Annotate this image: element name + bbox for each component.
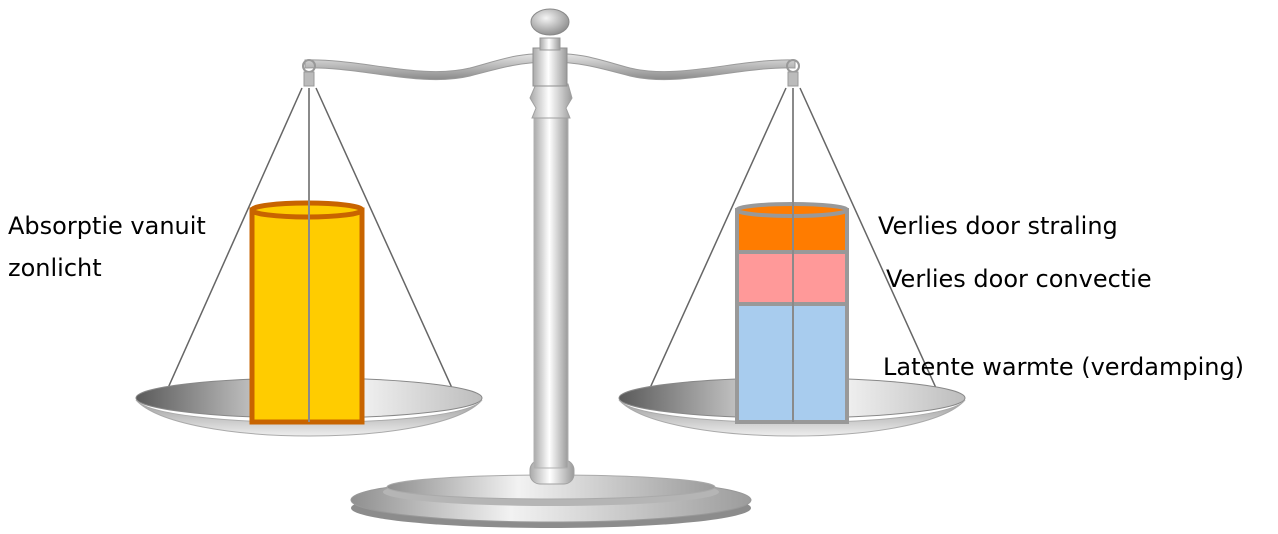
scale-column: [529, 83, 575, 485]
latent-heat-label: Latente warmte (verdamping): [883, 353, 1245, 381]
scale-base: [350, 474, 752, 528]
absorption-label-line2: zonlicht: [8, 254, 102, 282]
convection-label: Verlies door convectie: [886, 265, 1152, 293]
absorption-cylinder: [249, 200, 365, 425]
absorption-label-line1: Absorptie vanuit: [8, 212, 206, 240]
scale-beam: [304, 8, 796, 87]
radiation-label: Verlies door straling: [878, 212, 1118, 240]
